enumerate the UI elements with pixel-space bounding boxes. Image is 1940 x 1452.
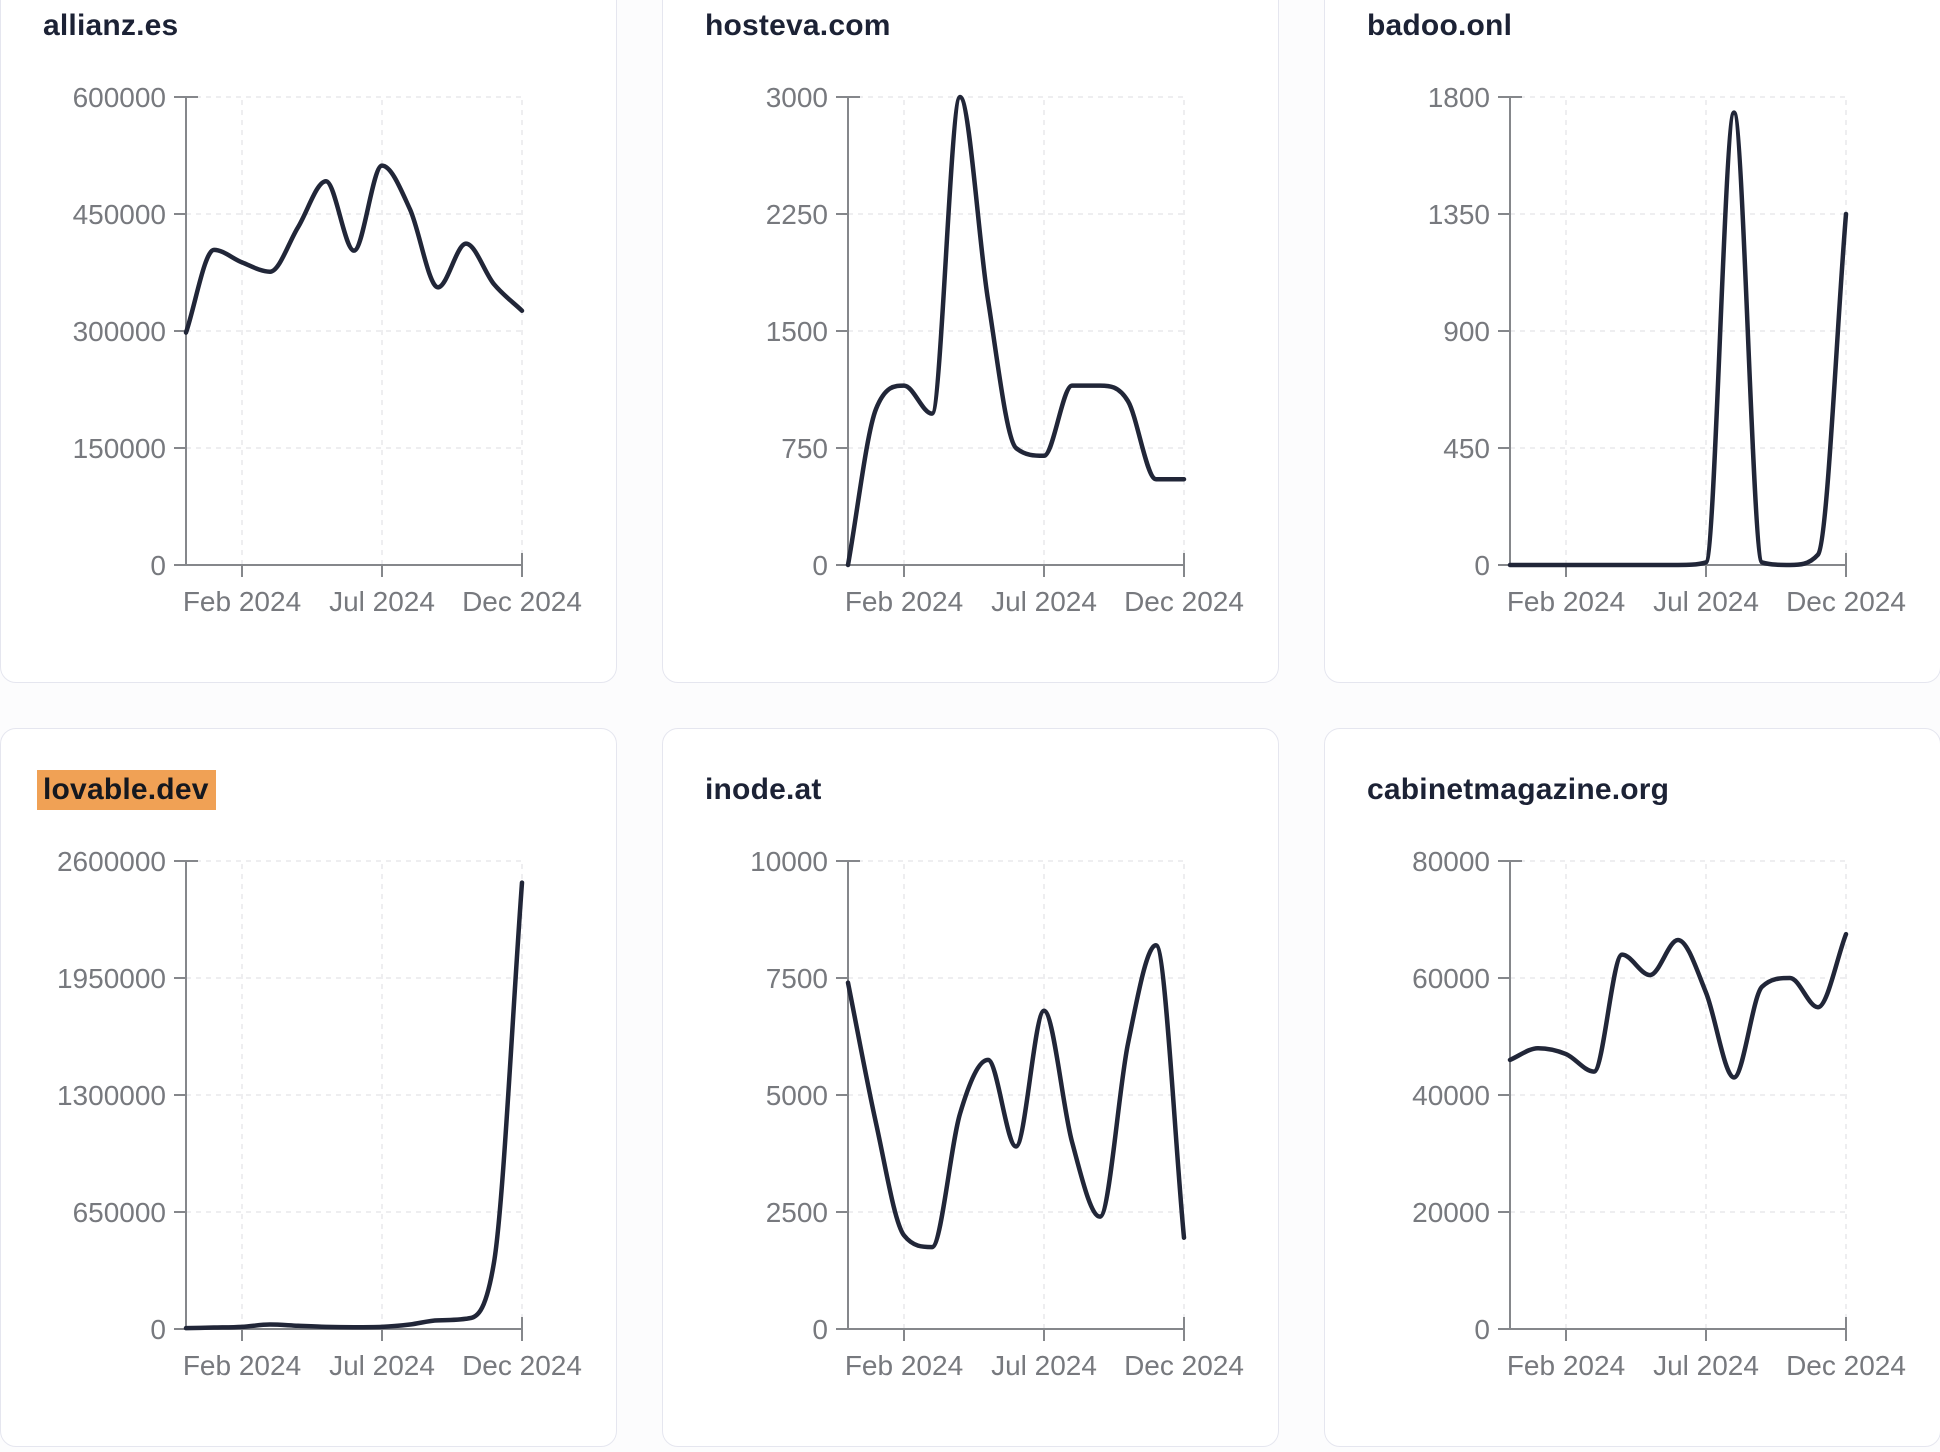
x-axis-tick-label: Dec 2024 bbox=[1786, 586, 1906, 617]
y-axis-tick-label: 1500 bbox=[766, 316, 828, 347]
y-axis-tick-label: 80000 bbox=[1412, 846, 1490, 877]
x-axis-tick-label: Dec 2024 bbox=[462, 1350, 582, 1381]
y-axis-tick-label: 900 bbox=[1443, 316, 1490, 347]
x-axis-tick-label: Dec 2024 bbox=[1124, 586, 1244, 617]
y-axis-tick-label: 20000 bbox=[1412, 1197, 1490, 1228]
y-axis-tick-label: 2600000 bbox=[57, 846, 166, 877]
x-axis-tick-label: Dec 2024 bbox=[1786, 1350, 1906, 1381]
y-axis-tick-label: 300000 bbox=[73, 316, 166, 347]
y-axis-tick-label: 10000 bbox=[750, 846, 828, 877]
y-axis-tick-label: 0 bbox=[150, 550, 166, 581]
domain-label: cabinetmagazine.org bbox=[1367, 773, 1670, 806]
x-axis-tick-label: Jul 2024 bbox=[1653, 1350, 1759, 1381]
y-axis-tick-label: 750 bbox=[781, 433, 828, 464]
series-line bbox=[1507, 110, 1849, 568]
y-axis-tick-label: 60000 bbox=[1412, 963, 1490, 994]
series-line bbox=[845, 94, 1187, 568]
y-axis-tick-label: 5000 bbox=[766, 1080, 828, 1111]
chart-card-cabinetmagazine-org[interactable]: cabinetmagazine.org 0 20000 40000 60000 8000… bbox=[1324, 728, 1940, 1447]
y-axis-tick-label: 2250 bbox=[766, 199, 828, 230]
series-line bbox=[1507, 931, 1849, 1080]
x-axis-tick-label: Feb 2024 bbox=[845, 586, 963, 617]
y-axis-tick-label: 0 bbox=[812, 1314, 828, 1345]
line-chart: 0 750 1500 2250 3000 Feb 2024 Jul 2024 Dec 2024 bbox=[766, 82, 1244, 617]
x-axis-tick-label: Jul 2024 bbox=[329, 586, 435, 617]
chart-card-badoo-onl[interactable]: badoo.onl 0 450 900 1350 1800 Feb 2024 Jul 202… bbox=[1324, 0, 1940, 683]
x-axis-tick-label: Jul 2024 bbox=[1653, 586, 1759, 617]
y-axis-tick-label: 0 bbox=[150, 1314, 166, 1345]
chart-card-inode-at[interactable]: inode.at 0 2500 5000 7500 10000 Feb 2024 Jul 2… bbox=[662, 728, 1279, 1447]
y-axis-tick-label: 7500 bbox=[766, 963, 828, 994]
domain-label: allianz.es bbox=[43, 9, 179, 42]
chart-card-lovable-dev[interactable]: lovable.dev 0 650000 1300000 1950000 2600000… bbox=[0, 728, 617, 1447]
x-axis-tick-label: Feb 2024 bbox=[845, 1350, 963, 1381]
series-line bbox=[183, 163, 525, 335]
x-axis-tick-label: Jul 2024 bbox=[329, 1350, 435, 1381]
x-axis-tick-label: Feb 2024 bbox=[183, 586, 301, 617]
y-axis-tick-label: 450000 bbox=[73, 199, 166, 230]
domain-label: badoo.onl bbox=[1367, 9, 1513, 42]
y-axis-tick-label: 0 bbox=[812, 550, 828, 581]
x-axis-tick-label: Jul 2024 bbox=[991, 1350, 1097, 1381]
y-axis-tick-label: 0 bbox=[1474, 1314, 1490, 1345]
x-axis-tick-label: Feb 2024 bbox=[183, 1350, 301, 1381]
line-chart: 0 150000 300000 450000 600000 Feb 2024 Jul 202… bbox=[73, 82, 582, 617]
y-axis-tick-label: 3000 bbox=[766, 82, 828, 113]
x-axis-tick-label: Dec 2024 bbox=[1124, 1350, 1244, 1381]
y-axis-tick-label: 1350 bbox=[1428, 199, 1490, 230]
y-axis-tick-label: 40000 bbox=[1412, 1080, 1490, 1111]
y-axis-tick-label: 2500 bbox=[766, 1197, 828, 1228]
line-chart: 0 450 900 1350 1800 Feb 2024 Jul 2024 Dec 2024 bbox=[1428, 82, 1906, 617]
chart-card-allianz-es[interactable]: allianz.es 0 150000 300000 450000 600000 Feb … bbox=[0, 0, 617, 683]
y-axis-tick-label: 150000 bbox=[73, 433, 166, 464]
line-chart: 0 20000 40000 60000 80000 Feb 2024 Jul 2024 Dec… bbox=[1412, 846, 1906, 1381]
chart-title: inode.at bbox=[705, 773, 822, 807]
line-chart: 0 650000 1300000 1950000 2600000 Feb 2024 Jul … bbox=[57, 846, 582, 1381]
series-line bbox=[845, 942, 1187, 1250]
domain-label: hosteva.com bbox=[705, 9, 891, 42]
x-axis-tick-label: Dec 2024 bbox=[462, 586, 582, 617]
chart-card-hosteva-com[interactable]: hosteva.com 0 750 1500 2250 3000 Feb 2024 Jul … bbox=[662, 0, 1279, 683]
y-axis-tick-label: 1800 bbox=[1428, 82, 1490, 113]
y-axis-tick-label: 600000 bbox=[73, 82, 166, 113]
y-axis-tick-label: 1950000 bbox=[57, 963, 166, 994]
y-axis-tick-label: 450 bbox=[1443, 433, 1490, 464]
line-chart: 0 2500 5000 7500 10000 Feb 2024 Jul 2024 Dec 20… bbox=[750, 846, 1244, 1381]
series-line bbox=[183, 880, 525, 1331]
chart-title: lovable.dev bbox=[37, 770, 216, 810]
y-axis-tick-label: 0 bbox=[1474, 550, 1490, 581]
x-axis-tick-label: Jul 2024 bbox=[991, 586, 1097, 617]
x-axis-tick-label: Feb 2024 bbox=[1507, 1350, 1625, 1381]
y-axis-tick-label: 650000 bbox=[73, 1197, 166, 1228]
y-axis-tick-label: 1300000 bbox=[57, 1080, 166, 1111]
domain-label-highlighted: lovable.dev bbox=[37, 770, 216, 810]
chart-title: hosteva.com bbox=[705, 9, 891, 43]
x-axis-tick-label: Feb 2024 bbox=[1507, 586, 1625, 617]
chart-title: cabinetmagazine.org bbox=[1367, 773, 1669, 807]
chart-title: allianz.es bbox=[43, 9, 178, 43]
domain-label: inode.at bbox=[705, 773, 822, 806]
chart-title: badoo.onl bbox=[1367, 9, 1512, 43]
